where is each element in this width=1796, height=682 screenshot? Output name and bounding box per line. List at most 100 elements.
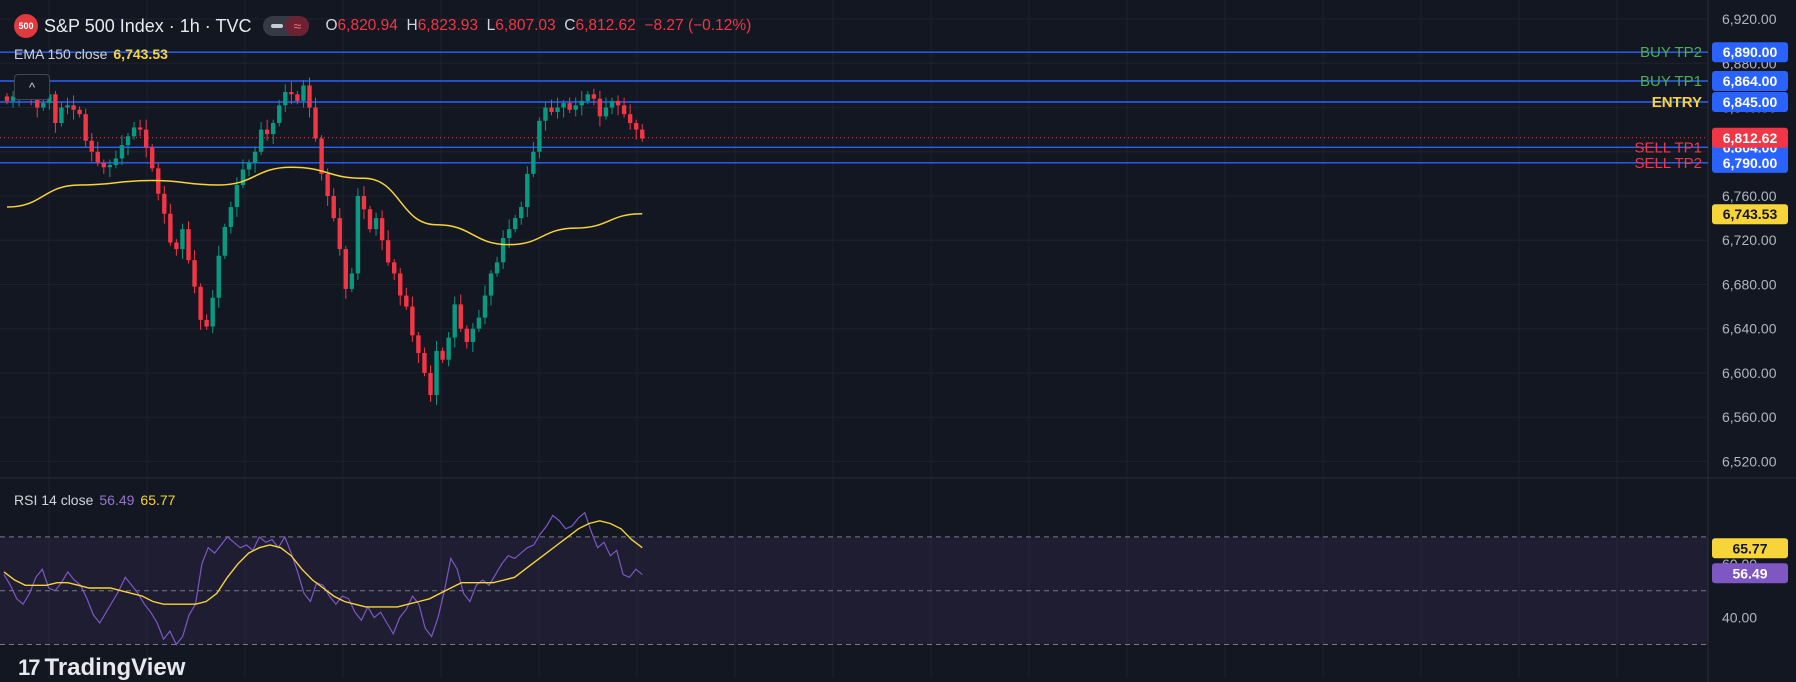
candle-body [385, 240, 391, 263]
chevron-up-icon: ^ [28, 79, 36, 95]
candle-body [150, 147, 155, 169]
rsi-ma-tag-bg [1712, 538, 1788, 559]
symbol-badge: 500 [14, 14, 38, 38]
candle-body [47, 94, 52, 104]
candle-body [95, 151, 100, 163]
candle-body [10, 96, 16, 101]
rsi-ma-series-line [3, 520, 643, 608]
candle-body [71, 105, 76, 110]
candle-body [192, 260, 197, 287]
level-label: BUY TP1 [1640, 73, 1702, 90]
candle-body [525, 173, 530, 208]
candle-body [458, 304, 463, 329]
candle-body [83, 114, 88, 141]
candle-body [77, 109, 82, 115]
candle-body [204, 319, 209, 327]
level-price-tag: 6,890.00 [1723, 44, 1778, 60]
current-price-tag: 6,812.62 [1723, 130, 1778, 146]
candle-body [113, 158, 119, 166]
price-tick-label: 6,600.00 [1722, 365, 1777, 381]
candle-body [464, 328, 469, 342]
ohlc-values: O6,820.94 H6,823.93 L6,807.03 C6,812.62 … [325, 17, 752, 34]
level-price-tag-bg [1712, 70, 1788, 91]
level-price-tag-bg [1712, 152, 1788, 173]
candle-body [4, 96, 10, 101]
collapse-legend-button[interactable]: ^ [14, 74, 50, 100]
price-tick-label: 6,720.00 [1722, 232, 1777, 248]
candle-body [627, 114, 633, 124]
level-price-tag-bg [1712, 42, 1788, 63]
ema-price-tag-bg [1712, 204, 1788, 225]
rsi-legend[interactable]: RSI 14 close 56.49 65.77 [14, 492, 176, 508]
candle-body [398, 273, 403, 296]
candle-body [258, 129, 264, 152]
price-tick-label: 6,680.00 [1722, 276, 1777, 292]
change-value: −8.27 (−0.12%) [644, 17, 752, 34]
candle-body [440, 350, 445, 360]
candle-body [174, 242, 179, 250]
candle-body [609, 100, 615, 108]
candle-body [210, 297, 215, 327]
level-label: BUY TP2 [1640, 44, 1702, 61]
candle-body [319, 138, 324, 174]
candle-body [579, 100, 584, 106]
candle-body [228, 207, 234, 227]
rsi-value-tag-bg [1712, 563, 1788, 584]
candle-body [561, 103, 566, 108]
symbol-title[interactable]: S&P 500 Index · 1h · TVC [44, 15, 252, 36]
rsi-tick-label: 40.00 [1722, 610, 1757, 626]
candle-body [603, 107, 609, 117]
candle-body [597, 98, 603, 117]
candle-body [434, 350, 439, 396]
tradingview-logo[interactable]: 17 TradingView [18, 654, 186, 681]
toggle-switch[interactable]: ≈ [263, 16, 310, 36]
candle-body [41, 103, 46, 108]
candle-body [410, 306, 415, 336]
candle-body [252, 151, 258, 163]
candle-body [331, 196, 336, 219]
candle-body [246, 162, 252, 170]
level-label: SELL TP2 [1634, 155, 1702, 172]
candle-body [355, 196, 361, 274]
ema-price-tag: 6,743.53 [1723, 206, 1778, 222]
candle-body [307, 85, 312, 108]
price-tags: 6,890.006,864.006,845.006,804.006,790.00… [1712, 42, 1788, 584]
candle-body [404, 295, 409, 307]
price-tick-label: 6,640.00 [1722, 321, 1777, 337]
candle-body [277, 105, 282, 124]
current-price-tag-bg [1712, 127, 1788, 148]
candle-body [101, 162, 106, 168]
rsi-ma-tag: 65.77 [1732, 540, 1767, 556]
candle-body [216, 255, 221, 298]
candle-body [313, 107, 318, 139]
candle-body [537, 120, 542, 152]
candle-body [107, 165, 113, 168]
candles [4, 77, 645, 406]
candle-body [119, 145, 125, 159]
candle-body [531, 151, 536, 174]
candle-body [295, 94, 300, 101]
level-price-tag-bg [1712, 92, 1788, 112]
candle-body [131, 127, 137, 137]
candle-body [392, 262, 397, 274]
ema-legend[interactable]: EMA 150 close 6,743.53 [14, 46, 168, 62]
candle-body [591, 94, 597, 99]
candle-body [373, 218, 379, 230]
candle-body [567, 103, 572, 110]
candle-body [53, 94, 58, 124]
candle-body [35, 98, 40, 108]
candle-body [640, 129, 645, 139]
candle-body [379, 218, 385, 241]
candle-body [543, 107, 548, 121]
candle-body [500, 238, 506, 263]
candle-body [621, 105, 627, 115]
candle-body [555, 107, 560, 112]
candle-body [289, 92, 294, 95]
candle-body [349, 273, 355, 289]
candle-body [301, 85, 306, 101]
candle-body [283, 92, 288, 106]
candle-body [519, 207, 524, 219]
candle-body [65, 105, 70, 108]
